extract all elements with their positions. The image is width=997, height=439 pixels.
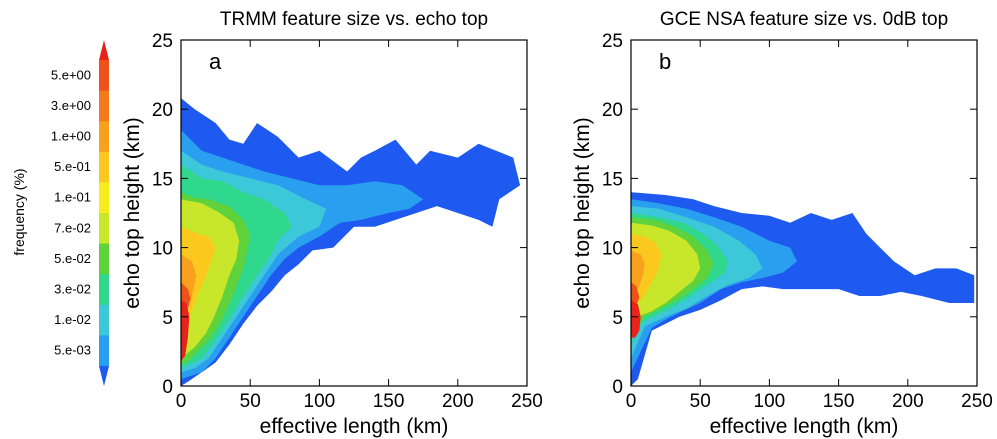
panel-b: GCE NSA feature size vs. 0dB top 0 50 100 1… [571,9,993,438]
y-tick-label: 25 [152,31,173,52]
x-tick-label: 150 [373,391,405,412]
y-tick-label: 5 [612,308,623,329]
colorbar-label: 1.e-01 [54,190,91,205]
y-tick-label: 5 [162,308,173,329]
panel-a: TRMM feature size vs. echo top 0 50 100 150… [121,9,543,438]
x-tick-label: 150 [823,391,855,412]
panel-b-frame [630,39,978,387]
colorbar-label: 1.e-02 [54,312,91,327]
y-tick-label: 10 [152,239,173,260]
x-tick-label: 250 [511,391,543,412]
panel-a-xlabel: effective length (km) [260,415,449,438]
colorbar-label: 3.e-02 [54,282,91,297]
x-tick-label: 200 [442,391,474,412]
colorbar-label: 1.e+00 [51,129,91,144]
panel-b-contour-0.5 [631,233,662,310]
colorbar-segment [99,151,109,183]
x-tick-label: 0 [176,391,187,412]
colorbar-label: 5.e+00 [51,67,91,82]
y-tick-label: 20 [602,100,623,121]
y-tick-label: 15 [152,169,173,190]
colorbar-segment [99,60,109,92]
x-tick-label: 100 [304,391,336,412]
colorbar-label: 7.e-02 [54,220,91,235]
x-tick-label: 50 [240,391,261,412]
y-tick-label: 20 [152,100,173,121]
y-tick-label: 15 [602,169,623,190]
colorbar-extend-bottom [99,366,109,386]
colorbar-segment [99,243,109,275]
x-tick-label: 100 [754,391,786,412]
panel-a-contours [181,98,521,386]
panel-a-contour-5 [181,300,190,362]
colorbar-labels: 5.e+00 3.e+00 1.e+00 5.e-01 1.e-01 7.e-02 5.e-… [51,67,91,357]
y-tick-label: 25 [602,31,623,52]
x-tick-label: 250 [961,391,993,412]
colorbar: 5.e+00 3.e+00 1.e+00 5.e-01 1.e-01 7.e-02 5.e-… [11,40,109,386]
colorbar-segment [99,90,109,122]
panel-a-ylabel: echo top height (km) [121,117,144,308]
panel-b-contour-5 [631,300,641,338]
colorbar-segment [99,182,109,214]
colorbar-label: 5.e-02 [54,251,91,266]
panel-b-ylabel: echo top height (km) [571,117,594,308]
panel-b-contours [631,192,975,386]
panel-a-ticks: 0 50 100 150 200 250 0 5 10 15 20 25 [152,31,543,412]
panel-b-ticks: 0 50 100 150 200 250 0 5 10 15 20 25 [602,31,993,412]
x-tick-label: 200 [892,391,924,412]
colorbar-segment [99,121,109,153]
x-tick-label: 0 [626,391,637,412]
colorbar-label: 5.e-01 [54,159,91,174]
panel-a-contour-0.005 [181,98,521,386]
colorbar-segment [99,213,109,245]
panel-b-xlabel: effective length (km) [710,415,899,438]
y-tick-label: 0 [162,377,173,398]
x-tick-label: 50 [690,391,711,412]
colorbar-segment [99,304,109,336]
colorbar-title: frequency (%) [11,168,27,255]
y-tick-label: 10 [602,239,623,260]
panel-b-title: GCE NSA feature size vs. 0dB top [660,9,948,30]
panel-a-title: TRMM feature size vs. echo top [220,9,488,30]
colorbar-label: 5.e-03 [54,343,91,358]
y-tick-label: 0 [612,377,623,398]
panel-a-label: a [209,49,222,74]
colorbar-label: 3.e+00 [51,98,91,113]
panel-b-label: b [659,49,671,74]
colorbar-segment [99,335,109,367]
colorbar-extend-top [99,40,109,60]
panel-a-frame [180,39,528,387]
colorbar-bar [99,40,109,386]
colorbar-segment [99,274,109,306]
panel-a-contour-0.5 [181,226,216,338]
